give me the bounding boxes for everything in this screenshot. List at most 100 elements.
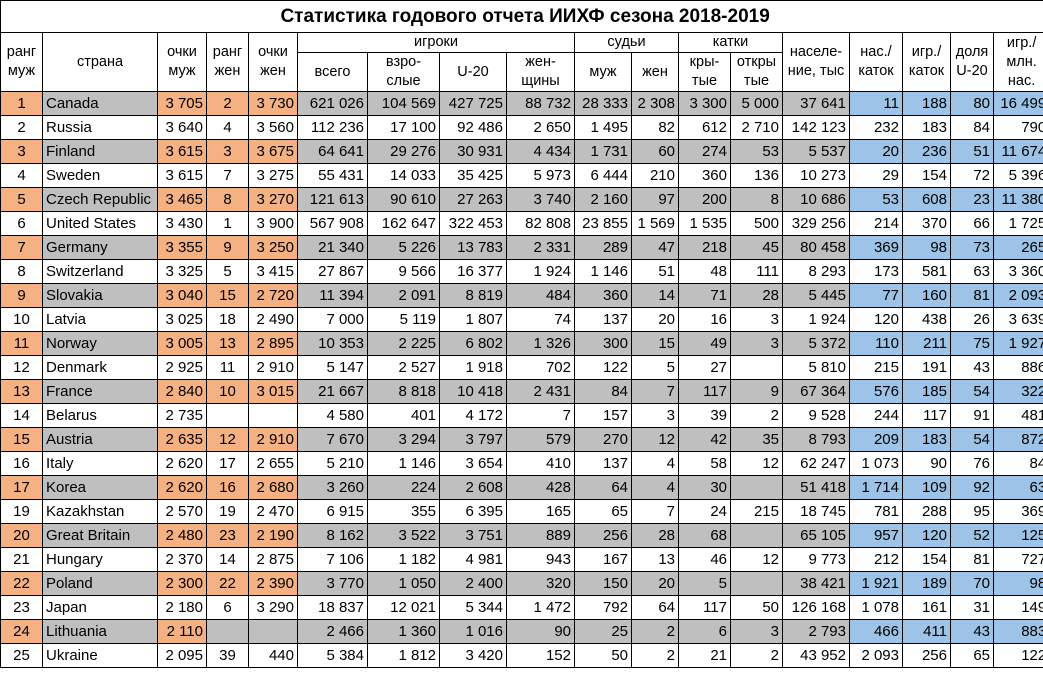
cell-rank-men: 6 [0,211,43,236]
cell-players-women: 165 [506,499,575,524]
cell-players-per-million: 2 093 [992,283,1043,308]
table-row: 23 Japan 2 180 6 3 290 18 837 12 021 5 344 1 472… [0,595,1043,620]
cell-points-women: 2 910 [248,355,298,380]
cell-players-per-million: 16 499 [992,91,1043,116]
header-referees: судьи [574,32,679,53]
cell-referees-women: 14 [631,283,679,308]
cell-rank-men: 4 [0,163,43,188]
cell-referees-men: 6 444 [574,163,632,188]
cell-rank-women: 16 [206,475,249,500]
cell-rank-women: 8 [206,187,249,212]
cell-population: 10 273 [782,163,850,188]
cell-country: Latvia [42,307,158,332]
cell-referees-women: 210 [631,163,679,188]
cell-rinks-outdoor: 53 [730,139,783,164]
table-row: 9 Slovakia 3 040 15 2 720 11 394 2 091 8 819 484… [0,283,1043,308]
cell-rank-women: 14 [206,547,249,572]
cell-referees-men: 1 146 [574,259,632,284]
cell-rinks-indoor: 5 [678,571,731,596]
cell-pop-per-rink: 214 [849,211,903,236]
cell-rinks-outdoor [730,523,783,548]
cell-rinks-outdoor: 111 [730,259,783,284]
cell-players-u20: 4 981 [439,547,507,572]
cell-referees-women: 13 [631,547,679,572]
table-row: 8 Switzerland 3 325 5 3 415 27 867 9 566 16 377… [0,259,1043,284]
header-rinks-indoor: кры- тые [678,52,731,92]
cell-players-u20: 427 725 [439,91,507,116]
cell-referees-men: 137 [574,451,632,476]
cell-points-women: 3 560 [248,115,298,140]
cell-points-men: 2 480 [157,523,207,548]
cell-rinks-indoor: 200 [678,187,731,212]
cell-points-women: 3 015 [248,379,298,404]
cell-players-women: 320 [506,571,575,596]
cell-players-per-rink: 109 [902,475,951,500]
cell-rinks-indoor: 360 [678,163,731,188]
cell-rinks-outdoor: 136 [730,163,783,188]
cell-players-women: 1 924 [506,259,575,284]
cell-country: Finland [42,139,158,164]
table-row: 6 United States 3 430 1 3 900 567 908 162 647 3… [0,211,1043,236]
cell-referees-women: 51 [631,259,679,284]
cell-players-women: 5 973 [506,163,575,188]
cell-rank-women: 4 [206,115,249,140]
cell-players-per-rink: 191 [902,355,951,380]
cell-points-men: 2 110 [157,619,207,644]
header-rank-men: ранг муж [0,32,43,92]
cell-players-total: 2 466 [297,619,368,644]
cell-referees-men: 150 [574,571,632,596]
cell-rinks-outdoor: 2 710 [730,115,783,140]
cell-rinks-outdoor: 2 [730,643,783,668]
cell-rank-men: 20 [0,523,43,548]
header-players-adults: взро- слые [367,52,440,92]
cell-pop-per-rink: 781 [849,499,903,524]
cell-players-per-rink: 185 [902,379,951,404]
cell-rank-women: 17 [206,451,249,476]
cell-rinks-outdoor: 50 [730,595,783,620]
cell-rank-men: 22 [0,571,43,596]
cell-u20-share: 31 [950,595,994,620]
cell-population: 38 421 [782,571,850,596]
cell-players-total: 21 667 [297,379,368,404]
cell-players-per-million: 322 [992,379,1043,404]
cell-rinks-outdoor: 3 [730,307,783,332]
cell-players-u20: 1 807 [439,307,507,332]
cell-referees-men: 1 731 [574,139,632,164]
cell-players-per-rink: 117 [902,403,951,428]
cell-referees-women: 20 [631,307,679,332]
cell-referees-men: 65 [574,499,632,524]
cell-rank-men: 16 [0,451,43,476]
cell-players-per-million: 883 [992,619,1043,644]
table-row: 1 Canada 3 705 2 3 730 621 026 104 569 427 725 8… [0,91,1043,116]
cell-rank-men: 23 [0,595,43,620]
cell-points-women: 3 270 [248,187,298,212]
table-row: 16 Italy 2 620 17 2 655 5 210 1 146 3 654 410 137… [0,451,1043,476]
cell-players-adults: 104 569 [367,91,440,116]
cell-pop-per-rink: 215 [849,355,903,380]
cell-rank-men: 11 [0,331,43,356]
cell-country: Canada [42,91,158,116]
cell-players-total: 21 340 [297,235,368,260]
cell-referees-women: 1 569 [631,211,679,236]
cell-rank-women: 5 [206,259,249,284]
cell-points-men: 2 620 [157,451,207,476]
cell-players-adults: 355 [367,499,440,524]
cell-points-women: 2 895 [248,331,298,356]
cell-players-total: 55 431 [297,163,368,188]
cell-rinks-indoor: 612 [678,115,731,140]
header-rank-women: ранг жен [206,32,249,92]
cell-players-adults: 3 522 [367,523,440,548]
cell-referees-women: 47 [631,235,679,260]
cell-rinks-outdoor: 35 [730,427,783,452]
cell-referees-women: 4 [631,475,679,500]
cell-players-per-million: 1 927 [992,331,1043,356]
cell-players-u20: 1 918 [439,355,507,380]
cell-referees-women: 97 [631,187,679,212]
cell-rinks-indoor: 46 [678,547,731,572]
cell-players-women: 82 808 [506,211,575,236]
cell-players-per-rink: 98 [902,235,951,260]
table-row: 24 Lithuania 2 110 2 466 1 360 1 016 90 25 2 6 3 2 … [0,619,1043,644]
cell-population: 5 372 [782,331,850,356]
cell-players-per-rink: 608 [902,187,951,212]
cell-points-men: 2 570 [157,499,207,524]
